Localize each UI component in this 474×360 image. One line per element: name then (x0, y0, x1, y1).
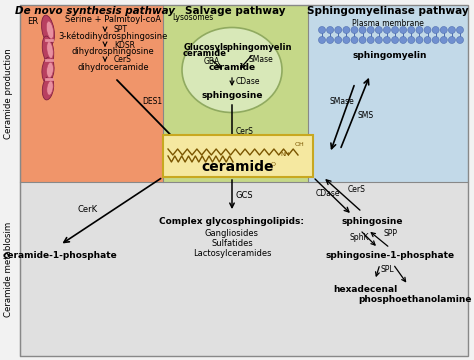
Circle shape (440, 36, 447, 44)
Text: Sulfatides: Sulfatides (211, 239, 253, 248)
Text: dihydrosphingosine: dihydrosphingosine (72, 46, 155, 55)
Circle shape (416, 27, 423, 33)
Circle shape (392, 27, 399, 33)
Text: De novo synthesis pathway: De novo synthesis pathway (16, 6, 175, 16)
Text: 3-kétodihydrosphingosine: 3-kétodihydrosphingosine (58, 31, 168, 41)
Circle shape (400, 27, 407, 33)
Circle shape (359, 27, 366, 33)
Ellipse shape (42, 57, 54, 83)
Circle shape (424, 36, 431, 44)
Circle shape (351, 36, 358, 44)
Circle shape (375, 36, 383, 44)
Text: Complex glycosphingolipids:: Complex glycosphingolipids: (159, 217, 304, 226)
Text: ceramide-1-phosphate: ceramide-1-phosphate (3, 252, 118, 261)
Text: CDase: CDase (316, 189, 340, 198)
Text: Ceramide metablosim: Ceramide metablosim (4, 221, 13, 317)
Circle shape (456, 36, 464, 44)
Circle shape (432, 27, 439, 33)
Ellipse shape (182, 27, 282, 112)
Circle shape (448, 27, 456, 33)
Text: GCS: GCS (236, 190, 254, 199)
Circle shape (383, 36, 391, 44)
Text: SMase: SMase (330, 98, 355, 107)
Circle shape (432, 36, 439, 44)
Text: Serine + Palmitoyl-coA: Serine + Palmitoyl-coA (65, 15, 161, 24)
FancyBboxPatch shape (163, 135, 313, 177)
Circle shape (392, 36, 399, 44)
Text: SPL: SPL (381, 266, 395, 274)
Text: SPT: SPT (114, 26, 128, 35)
Circle shape (351, 27, 358, 33)
Circle shape (335, 36, 342, 44)
Text: hexadecenal: hexadecenal (333, 285, 397, 294)
Text: SMS: SMS (358, 111, 374, 120)
Text: Salvage pathway: Salvage pathway (185, 6, 286, 16)
Text: ceramide: ceramide (209, 63, 255, 72)
Ellipse shape (47, 81, 53, 95)
Circle shape (327, 27, 334, 33)
Circle shape (375, 27, 383, 33)
Circle shape (327, 36, 334, 44)
Circle shape (416, 36, 423, 44)
Circle shape (319, 27, 326, 33)
Text: NH: NH (280, 153, 290, 158)
Ellipse shape (46, 21, 54, 39)
Text: KDSR: KDSR (114, 40, 135, 49)
Text: SMase: SMase (249, 55, 274, 64)
Ellipse shape (46, 62, 54, 78)
Text: Gangliosides: Gangliosides (205, 230, 259, 238)
Circle shape (383, 27, 391, 33)
Text: OH: OH (295, 143, 305, 148)
Ellipse shape (42, 36, 54, 64)
Text: CerS: CerS (236, 127, 254, 136)
Text: Lysosomes: Lysosomes (172, 13, 213, 22)
Text: Ceramide production: Ceramide production (4, 48, 13, 139)
Text: sphingosine: sphingosine (201, 90, 263, 99)
Text: CerS: CerS (348, 185, 366, 194)
Text: CDase: CDase (236, 77, 261, 86)
Ellipse shape (42, 15, 55, 45)
Polygon shape (163, 5, 308, 182)
Text: Sphingomyelinase pathway: Sphingomyelinase pathway (307, 6, 469, 16)
Text: ceramide: ceramide (202, 160, 274, 174)
Text: ER: ER (27, 18, 38, 27)
Text: Glucosyl-: Glucosyl- (183, 42, 227, 51)
Circle shape (367, 36, 374, 44)
Circle shape (408, 36, 415, 44)
Text: SphK: SphK (350, 233, 370, 242)
Polygon shape (308, 5, 468, 182)
Circle shape (456, 27, 464, 33)
Text: Plasma membrane: Plasma membrane (352, 19, 424, 28)
Text: GBA: GBA (204, 58, 220, 67)
Text: O: O (271, 162, 275, 166)
Text: Lactosylceramides: Lactosylceramides (193, 249, 271, 258)
Text: dihydroceramide: dihydroceramide (77, 63, 149, 72)
Circle shape (359, 36, 366, 44)
Circle shape (424, 27, 431, 33)
Circle shape (448, 36, 456, 44)
Text: SPP: SPP (384, 230, 398, 238)
Text: sphingomyelin: sphingomyelin (222, 42, 292, 51)
Text: CerS: CerS (114, 55, 132, 64)
Circle shape (367, 27, 374, 33)
Polygon shape (20, 182, 468, 356)
Text: sphingosine: sphingosine (341, 217, 403, 226)
Text: sphingomyelin: sphingomyelin (353, 50, 427, 59)
Circle shape (343, 36, 350, 44)
Text: ceramide: ceramide (183, 49, 227, 58)
Text: sphingosine-1-phosphate: sphingosine-1-phosphate (326, 252, 455, 261)
Circle shape (440, 27, 447, 33)
Text: CerK: CerK (78, 206, 98, 215)
Ellipse shape (42, 76, 54, 100)
Polygon shape (20, 5, 163, 182)
Circle shape (335, 27, 342, 33)
Circle shape (343, 27, 350, 33)
Circle shape (400, 36, 407, 44)
Text: phosphoethanolamine: phosphoethanolamine (358, 296, 472, 305)
Ellipse shape (47, 42, 53, 58)
Text: DES1: DES1 (142, 98, 162, 107)
Circle shape (408, 27, 415, 33)
Circle shape (319, 36, 326, 44)
